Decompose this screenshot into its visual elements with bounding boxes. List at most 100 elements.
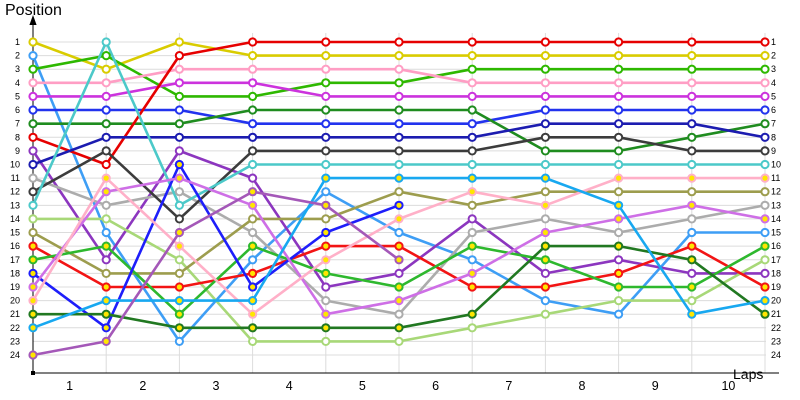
- data-point-blue: [760, 105, 770, 115]
- data-point-dodger-blue: [28, 51, 38, 61]
- data-point-light-pink: [248, 309, 258, 319]
- y-tick-label-left: 12: [10, 187, 20, 197]
- data-point-red-2: [760, 282, 770, 292]
- y-tick-label-right: 13: [771, 200, 781, 210]
- data-point-green-2: [321, 268, 331, 278]
- data-point-red: [101, 159, 111, 170]
- data-point-pink: [687, 78, 697, 88]
- data-point-pale-green: [321, 336, 331, 346]
- x-tick-label: 8: [579, 379, 586, 393]
- data-point-turquoise: [687, 159, 697, 170]
- y-tick-label-left: 7: [15, 119, 20, 129]
- y-tick-label-right: 14: [771, 214, 781, 224]
- y-tick-label-right: 8: [771, 132, 776, 142]
- data-point-green: [540, 64, 551, 74]
- y-tick-label-left: 9: [15, 146, 20, 156]
- x-tick-label: 10: [721, 379, 735, 393]
- data-point-light-pink: [687, 173, 697, 183]
- data-point-light-pink: [321, 255, 331, 265]
- data-point-dark-green: [101, 119, 111, 129]
- data-point-turquoise: [760, 159, 770, 170]
- data-point-dodger-blue: [467, 255, 477, 265]
- data-point-green: [248, 91, 258, 102]
- data-point-green-2: [614, 282, 624, 292]
- data-point-olive: [687, 187, 697, 197]
- y-tick-label-left: 24: [10, 350, 20, 360]
- data-point-dark-green-2: [760, 309, 770, 319]
- data-point-navy: [101, 132, 111, 142]
- data-point-navy: [687, 119, 697, 129]
- data-point-turquoise: [321, 159, 331, 170]
- data-point-blue: [394, 119, 404, 129]
- data-point-pale-green: [760, 255, 770, 265]
- y-tick-label-right: 10: [771, 159, 781, 169]
- data-point-olive: [321, 214, 331, 224]
- data-point-dark-gray: [174, 214, 184, 224]
- data-point-dark-green: [28, 119, 38, 129]
- y-tick-label-right: 6: [771, 105, 776, 115]
- data-point-pale-green: [614, 296, 624, 306]
- data-point-navy: [321, 132, 331, 142]
- data-point-silver: [101, 200, 111, 210]
- y-tick-label-left: 17: [10, 255, 20, 265]
- y-tick-label-left: 3: [15, 64, 20, 74]
- data-point-silver: [394, 309, 404, 319]
- data-point-dark-green: [687, 132, 697, 142]
- data-point-dark-green-2: [467, 309, 477, 319]
- data-point-dark-green-2: [614, 241, 624, 251]
- data-point-violet: [760, 214, 770, 224]
- data-point-dark-gray: [248, 146, 258, 156]
- data-point-magenta: [28, 91, 38, 102]
- y-tick-label-right: 17: [771, 255, 781, 265]
- data-point-silver: [174, 187, 184, 197]
- x-tick-label: 1: [66, 379, 73, 393]
- data-point-blue: [540, 105, 551, 115]
- y-tick-label-right: 23: [771, 336, 781, 346]
- y-tick-label-left: 13: [10, 200, 20, 210]
- data-point-pale-green: [467, 323, 477, 333]
- data-point-light-pink: [760, 173, 770, 183]
- data-point-dark-green-2: [540, 241, 551, 251]
- y-tick-label-right: 5: [771, 91, 776, 101]
- data-point-dark-green: [394, 105, 404, 115]
- data-point-dodger-blue: [321, 187, 331, 197]
- data-point-pink: [540, 78, 551, 88]
- data-point-red-2: [174, 282, 184, 292]
- y-axis-title: Position: [5, 2, 62, 19]
- data-point-royal-blue: [174, 159, 184, 170]
- data-point-violet: [687, 200, 697, 210]
- data-point-green: [101, 51, 111, 61]
- data-point-violet: [248, 200, 258, 210]
- y-tick-label-left: 2: [15, 51, 20, 61]
- data-point-pink: [101, 78, 111, 88]
- data-point-navy: [614, 119, 624, 129]
- y-tick-label-left: 19: [10, 282, 20, 292]
- data-point-med-purple: [321, 200, 331, 210]
- data-point-light-pink: [394, 214, 404, 224]
- y-tick-label-right: 19: [771, 282, 781, 292]
- data-point-dark-green-2: [321, 323, 331, 333]
- data-point-yellow: [101, 64, 111, 74]
- data-point-olive: [614, 187, 624, 197]
- data-point-med-purple: [174, 227, 184, 238]
- y-tick-label-left: 11: [11, 173, 20, 183]
- data-point-pink: [614, 78, 624, 88]
- data-point-light-pink: [540, 200, 551, 210]
- data-point-dark-gray: [321, 146, 331, 156]
- data-point-royal-blue: [394, 200, 404, 210]
- data-point-red-2: [321, 241, 331, 251]
- data-point-red: [248, 37, 258, 47]
- data-point-navy: [394, 132, 404, 142]
- data-point-red-2: [687, 241, 697, 251]
- data-point-dark-gray: [614, 132, 624, 142]
- x-tick-label: 3: [213, 379, 220, 393]
- data-point-red: [321, 37, 331, 47]
- data-point-dodger-blue: [394, 227, 404, 238]
- data-point-turquoise: [614, 159, 624, 170]
- data-point-dark-orchid: [394, 268, 404, 278]
- data-point-green-2: [394, 282, 404, 292]
- data-point-dark-green: [248, 105, 258, 115]
- data-point-red: [467, 37, 477, 47]
- data-point-pink: [248, 64, 258, 74]
- data-point-pink: [467, 78, 477, 88]
